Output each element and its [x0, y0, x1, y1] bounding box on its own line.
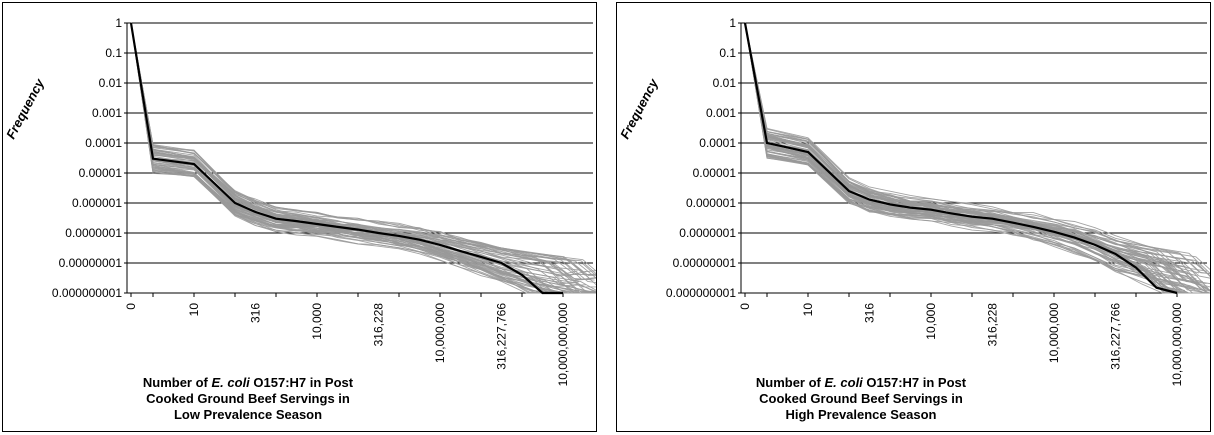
chart-svg-low: 1 0.1 0.01 0.001 0.0001 0.00001 0.000001 0.0000…: [3, 16, 596, 387]
uncertainty-line: [130, 22, 596, 288]
y-axis-label: Frequency: [3, 76, 47, 142]
uncertainty-line: [130, 22, 577, 294]
uncertainty-line: [130, 22, 596, 294]
x-axis-label-italic: E. coli: [824, 375, 863, 390]
uncertainty-line: [130, 22, 596, 281]
uncertainty-line: [130, 22, 586, 287]
uncertainty-line: [130, 22, 592, 281]
x-tick-label: 10: [187, 303, 201, 317]
x-tick-label: 316: [248, 303, 262, 323]
y-tick-label: 0.0000001: [65, 226, 122, 240]
y-tick-label: 0.01: [99, 76, 123, 90]
y-tick-label: 0.000001: [686, 196, 736, 210]
uncertainty-line: [744, 22, 1210, 278]
uncertainty-line: [130, 22, 579, 277]
x-tick-label: 316,227,766: [495, 303, 509, 370]
uncertainty-line: [744, 22, 1181, 294]
x-tick-label: 10,000,000: [433, 303, 447, 363]
uncertainty-lines: [130, 22, 596, 294]
uncertainty-line: [130, 22, 576, 294]
x-axis-label-line1-pre: Number of: [142, 375, 212, 390]
y-tick-label: 0.01: [713, 76, 737, 90]
uncertainty-line: [130, 22, 568, 294]
x-axis-label-line2: Cooked Ground Beef Servings in: [146, 391, 350, 406]
y-tick-label: 0.00001: [79, 166, 123, 180]
y-tick-label: 0.1: [719, 46, 736, 60]
x-axis-label-italic: E. coli: [211, 375, 250, 390]
x-axis-label-high: Number of E. coli O157:H7 in Post Cooked…: [736, 375, 986, 423]
x-axis-label-line1-post: O157:H7 in Post: [249, 375, 354, 390]
y-tick-label: 1: [115, 16, 122, 30]
mean-line: [129, 22, 563, 295]
y-axis-label: Frequency: [617, 76, 661, 142]
x-tick-label: 0: [738, 303, 752, 310]
uncertainty-line: [130, 22, 596, 275]
y-tick-label: 0.0000001: [679, 226, 736, 240]
y-tick-label: 0.0001: [85, 136, 122, 150]
y-tick-label: 1: [729, 16, 736, 30]
x-tick-label: 10,000,000,000: [1170, 303, 1184, 387]
chart-panel-high: 1 0.1 0.01 0.001 0.0001 0.00001 0.000001 0.0000…: [616, 2, 1211, 432]
y-tick-label: 0.001: [92, 106, 122, 120]
uncertainty-line: [130, 22, 580, 294]
uncertainty-line: [744, 22, 1210, 288]
x-tick-label: 10: [801, 303, 815, 317]
uncertainty-line: [130, 22, 596, 294]
uncertainty-line: [130, 22, 580, 285]
y-tick-label: 0.00001: [693, 166, 737, 180]
chart-svg-high: 1 0.1 0.01 0.001 0.0001 0.00001 0.000001 0.0000…: [617, 16, 1210, 387]
x-axis-label-line3: High Prevalence Season: [785, 407, 937, 422]
mean-line: [743, 22, 1178, 295]
uncertainty-line: [744, 22, 1210, 277]
uncertainty-line: [130, 22, 596, 279]
uncertainty-line: [744, 22, 1183, 294]
x-axis-label-low: Number of E. coli O157:H7 in Post Cooked…: [123, 375, 373, 423]
uncertainty-line: [744, 22, 1187, 282]
uncertainty-line: [744, 22, 1197, 280]
uncertainty-line: [130, 22, 595, 294]
uncertainty-line: [130, 22, 596, 284]
uncertainty-line: [130, 22, 581, 294]
y-tick-label: 0.000000001: [666, 286, 736, 300]
x-tick-label: 10,000,000: [1047, 303, 1061, 363]
x-tick-label: 10,000: [924, 303, 938, 340]
x-axis-label-line1-post: O157:H7 in Post: [862, 375, 967, 390]
x-axis-label-line1-pre: Number of: [755, 375, 825, 390]
y-tick-label: 0.1: [105, 46, 122, 60]
y-tick-label: 0.000000001: [52, 286, 122, 300]
uncertainty-line: [130, 22, 596, 291]
x-tick-label: 316: [862, 303, 876, 323]
y-tick-label: 0.0001: [699, 136, 736, 150]
uncertainty-line: [130, 22, 596, 286]
chart-panel-low: 1 0.1 0.01 0.001 0.0001 0.00001 0.000001 0.0000…: [2, 2, 597, 432]
y-tick-label: 0.001: [706, 106, 736, 120]
x-tick-label: 10,000: [310, 303, 324, 340]
uncertainty-line: [130, 22, 596, 277]
x-axis-label-line2: Cooked Ground Beef Servings in: [759, 391, 963, 406]
x-tick-label: 316,228: [986, 303, 1000, 347]
x-tick-label: 316,227,766: [1109, 303, 1123, 370]
x-tick-label: 0: [124, 303, 138, 310]
y-tick-label: 0.00000001: [59, 256, 123, 270]
uncertainty-line: [744, 22, 1186, 294]
y-tick-label: 0.000001: [72, 196, 122, 210]
x-tick-label: 316,228: [372, 303, 386, 347]
y-tick-label: 0.00000001: [673, 256, 737, 270]
x-axis-label-line3: Low Prevalence Season: [173, 407, 323, 422]
x-tick-label: 10,000,000,000: [556, 303, 570, 387]
